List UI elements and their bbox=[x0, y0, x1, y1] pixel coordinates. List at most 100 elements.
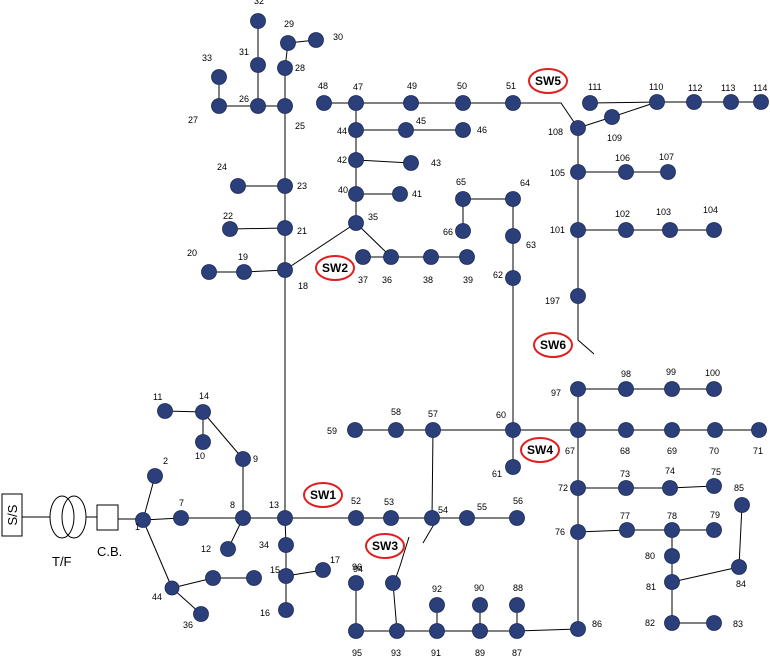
node-label-54: 54 bbox=[438, 505, 448, 515]
node-label-47: 47 bbox=[353, 82, 363, 92]
switch-label: SW4 bbox=[527, 443, 553, 457]
node-label-28: 28 bbox=[295, 63, 305, 73]
switch-outline bbox=[528, 68, 568, 94]
bus-node-29 bbox=[280, 35, 296, 51]
bus-node-47 bbox=[348, 95, 364, 111]
node-label-15: 15 bbox=[270, 565, 280, 575]
switch-outline bbox=[533, 332, 573, 358]
node-label-72: 72 bbox=[558, 483, 568, 493]
node-label-67: 67 bbox=[565, 446, 575, 456]
transformer-label: T/F bbox=[52, 554, 72, 569]
bus-node-19 bbox=[236, 264, 252, 280]
node-label-101: 101 bbox=[550, 225, 565, 235]
node-label-89: 89 bbox=[475, 648, 485, 658]
substation-label: S/S bbox=[5, 504, 20, 525]
node-label-111: 111 bbox=[588, 82, 602, 92]
bus-node-58 bbox=[388, 422, 404, 438]
bus-node-7 bbox=[173, 510, 189, 526]
bus-node-21 bbox=[277, 220, 293, 236]
bus-node-99 bbox=[664, 381, 680, 397]
node-label-107: 107 bbox=[659, 152, 674, 162]
node-label-80: 80 bbox=[645, 551, 655, 561]
node-label-61: 61 bbox=[492, 469, 502, 479]
bus-node-22 bbox=[222, 221, 238, 237]
node-label-35: 35 bbox=[368, 212, 378, 222]
bus-node-69 bbox=[664, 422, 680, 438]
bus-node-17 bbox=[315, 562, 331, 578]
node-label-102: 102 bbox=[615, 209, 630, 219]
feeder-line bbox=[577, 529, 628, 533]
bus-node-1 bbox=[135, 512, 151, 528]
node-label-19: 19 bbox=[238, 252, 248, 262]
bus-node-105 bbox=[570, 164, 586, 180]
node-label-114: 114 bbox=[753, 83, 767, 93]
node-label-25: 25 bbox=[295, 121, 305, 131]
node-label-105: 105 bbox=[550, 168, 565, 178]
bus-node-89 bbox=[472, 623, 488, 639]
node-label-78: 78 bbox=[667, 511, 677, 521]
feeder-line bbox=[589, 101, 658, 104]
bus-node-16 bbox=[278, 602, 294, 618]
node-label-44: 44 bbox=[337, 126, 347, 136]
node-label-94: 94 bbox=[353, 564, 363, 574]
bus-node bbox=[193, 606, 209, 622]
bus-node-70 bbox=[707, 422, 723, 438]
node-label-29: 29 bbox=[284, 19, 294, 29]
bus-node-61 bbox=[505, 459, 521, 475]
bus-node-45 bbox=[398, 122, 414, 138]
bus-node-40 bbox=[348, 186, 364, 202]
bus-node-104 bbox=[706, 222, 722, 238]
node-label-93: 93 bbox=[391, 648, 401, 658]
bus-node-111 bbox=[582, 95, 598, 111]
node-label-30: 30 bbox=[333, 32, 343, 42]
bus-node-15 bbox=[278, 568, 294, 584]
node-label-56: 56 bbox=[513, 496, 523, 506]
bus-node-13 bbox=[277, 510, 293, 526]
node-label-68: 68 bbox=[620, 446, 630, 456]
node-label-24: 24 bbox=[217, 162, 227, 172]
node-label-108: 108 bbox=[548, 127, 563, 137]
node-label-32: 32 bbox=[254, 0, 264, 6]
feeder-line bbox=[392, 582, 398, 632]
node-label-58: 58 bbox=[391, 407, 401, 417]
node-label-66: 66 bbox=[443, 227, 453, 237]
node-label-52: 52 bbox=[351, 496, 361, 506]
feeder-line bbox=[355, 222, 392, 258]
node-label-197: 197 bbox=[545, 296, 560, 306]
node-label-60: 60 bbox=[496, 410, 506, 420]
node-label-96: 96 bbox=[352, 562, 362, 572]
node-label-76: 76 bbox=[555, 527, 565, 537]
bus-node-51 bbox=[505, 95, 521, 111]
node-label-11: 11 bbox=[153, 392, 162, 402]
bus-node-84 bbox=[731, 559, 747, 575]
switch-outline bbox=[303, 482, 343, 508]
circuit-breaker-label: C.B. bbox=[97, 544, 122, 559]
bus-node-65 bbox=[455, 191, 471, 207]
bus-node-14 bbox=[195, 404, 211, 420]
bus-node-56 bbox=[509, 510, 525, 526]
bus-node-94 bbox=[385, 575, 401, 591]
feeder-line bbox=[229, 227, 286, 230]
node-label-77: 77 bbox=[620, 511, 630, 521]
node-label-18: 18 bbox=[298, 281, 308, 291]
node-label-16: 16 bbox=[260, 608, 270, 618]
bus-node-33 bbox=[211, 69, 227, 85]
node-label-14: 14 bbox=[199, 391, 209, 401]
node-label-7: 7 bbox=[179, 498, 184, 508]
bus-node-90 bbox=[472, 597, 488, 613]
feeder-line bbox=[431, 429, 434, 519]
node-label-20: 20 bbox=[187, 248, 197, 258]
node-label-13: 13 bbox=[269, 500, 279, 510]
node-label-104: 104 bbox=[703, 205, 718, 215]
bus-node-44 bbox=[348, 122, 364, 138]
bus-node-23 bbox=[277, 178, 293, 194]
feeder-line bbox=[738, 504, 743, 568]
bus-node-64 bbox=[505, 191, 521, 207]
bus-node-91 bbox=[429, 623, 445, 639]
bus-node-73 bbox=[618, 480, 634, 496]
bus-node-48 bbox=[316, 95, 332, 111]
node-label-65: 65 bbox=[456, 177, 466, 187]
bus-node bbox=[246, 570, 262, 586]
bus-node bbox=[205, 570, 221, 586]
